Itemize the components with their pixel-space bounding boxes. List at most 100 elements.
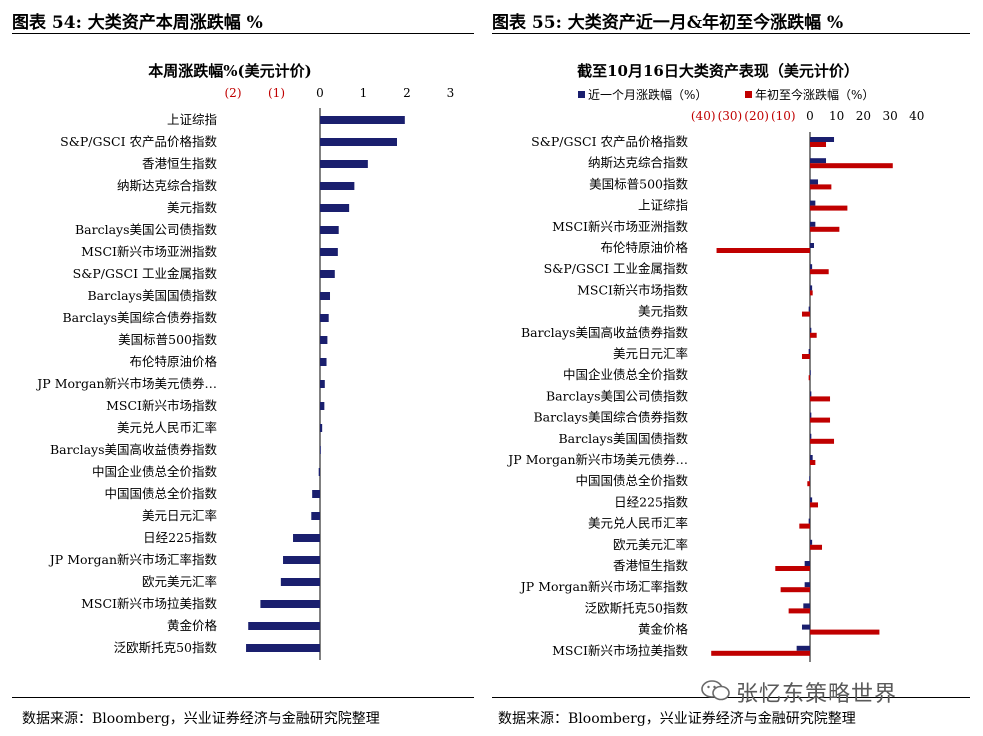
left-bar — [283, 556, 320, 564]
right-bar-month — [810, 285, 813, 291]
right-bar-ytd — [810, 269, 829, 275]
right-bar-ytd — [807, 481, 810, 487]
right-bar-ytd — [810, 332, 817, 338]
right-bar-month — [808, 306, 810, 312]
right-bar-ytd — [775, 566, 810, 571]
left-source-note: 数据来源：Bloomberg，兴业证券经济与金融研究院整理 — [22, 711, 380, 727]
left-bar — [293, 534, 320, 542]
left-category-label: JP Morgan新兴市场美元债券… — [35, 376, 217, 391]
right-category-label: 上证综指 — [638, 198, 688, 213]
left-category-label: 美国标普500指数 — [118, 332, 217, 347]
left-bar — [320, 380, 325, 388]
right-bar-month — [810, 264, 813, 270]
left-bar — [320, 446, 321, 454]
left-header-rule — [12, 33, 474, 34]
left-bar — [320, 226, 339, 234]
right-category-label: 纳斯达克综合指数 — [588, 155, 689, 170]
left-bar — [320, 204, 350, 212]
right-bar-month — [810, 243, 815, 248]
right-xtick-label: 10 — [829, 109, 844, 123]
left-bar — [320, 358, 327, 366]
legend-swatch-month — [578, 91, 585, 98]
right-bar-month — [804, 582, 810, 588]
right-category-label: S&P/GSCI 农产品价格指数 — [531, 134, 688, 149]
left-category-label: 布伦特原油价格 — [129, 354, 217, 369]
right-xtick-label: 40 — [909, 109, 924, 123]
left-category-label: Barclays美国高收益债券指数 — [50, 442, 218, 457]
left-chart-title: 本周涨跌幅%(美元计价) — [148, 62, 311, 80]
right-bar-month — [810, 200, 816, 206]
right-bar-ytd — [788, 608, 810, 614]
right-category-label: 美元指数 — [638, 304, 689, 319]
left-xtick-label: 2 — [403, 86, 411, 100]
right-bar-ytd — [801, 354, 810, 359]
right-xtick-label: 0 — [806, 109, 814, 123]
right-bar-ytd — [810, 460, 816, 465]
right-bar-ytd — [810, 142, 827, 147]
left-category-label: S&P/GSCI 农产品价格指数 — [60, 134, 217, 149]
left-bar — [320, 138, 397, 146]
left-category-label: 美元日元汇率 — [142, 508, 217, 523]
right-bar-month — [804, 561, 810, 566]
left-category-label: 黄金价格 — [167, 618, 218, 633]
left-bar — [320, 402, 325, 410]
left-category-label: Barclays美国国债指数 — [87, 288, 217, 303]
right-category-label: MSCI新兴市场指数 — [577, 282, 688, 297]
right-category-label: MSCI新兴市场亚洲指数 — [552, 219, 688, 234]
left-bar — [320, 314, 329, 322]
right-header-rule — [492, 33, 970, 34]
left-bar — [320, 336, 328, 344]
right-bar-ytd — [810, 502, 819, 508]
right-chart-header: 图表 55: 大类资产近一月&年初至今涨跌幅 % — [492, 13, 844, 33]
right-bar-month — [810, 370, 811, 376]
left-category-label: 美元指数 — [167, 200, 218, 215]
left-footer-rule — [12, 697, 474, 698]
left-category-label: 泛欧斯托克50指数 — [114, 640, 218, 655]
right-xtick-label: (40) — [691, 109, 716, 123]
right-category-label: Barclays美国国债指数 — [558, 431, 688, 446]
left-category-label: 中国国债总全价指数 — [104, 486, 217, 501]
right-bar-month — [810, 137, 835, 142]
right-category-label: JP Morgan新兴市场美元债券… — [506, 452, 688, 467]
right-bar-ytd — [711, 650, 810, 656]
left-category-label: S&P/GSCI 工业金属指数 — [73, 266, 218, 281]
right-bar-month — [810, 455, 813, 460]
right-bar-ytd — [810, 544, 823, 550]
right-bar-month — [810, 391, 812, 397]
left-category-label: MSCI新兴市场亚洲指数 — [81, 244, 217, 259]
right-category-label: 欧元美元汇率 — [613, 537, 688, 552]
left-bar — [311, 512, 320, 520]
right-bar-month — [808, 518, 810, 524]
right-category-label: S&P/GSCI 工业金属指数 — [544, 261, 689, 276]
legend-label-month: 近一个月涨跌幅（%） — [588, 87, 707, 102]
right-category-label: Barclays美国综合债券指数 — [533, 410, 688, 425]
watermark-text: 张忆东策略世界 — [736, 682, 898, 707]
right-category-label: 香港恒生指数 — [613, 558, 689, 573]
left-chart-header: 图表 54: 大类资产本周涨跌幅 % — [12, 13, 263, 33]
left-category-label: JP Morgan新兴市场汇率指数 — [48, 552, 218, 567]
right-category-label: 美国标普500指数 — [589, 176, 688, 191]
legend-label-ytd: 年初至今涨跌幅（%） — [755, 87, 874, 102]
right-bar-month — [810, 179, 819, 185]
right-category-label: 美元兑人民币汇率 — [588, 516, 688, 531]
right-xtick-label: 20 — [856, 109, 871, 123]
right-bar-month — [803, 603, 810, 609]
left-category-label: 纳斯达克综合指数 — [117, 178, 218, 193]
left-bar — [280, 578, 320, 586]
right-bar-month — [810, 539, 813, 545]
left-category-label: 美元兑人民币汇率 — [117, 420, 217, 435]
right-category-label: 布伦特原油价格 — [600, 240, 688, 255]
right-category-label: JP Morgan新兴市场汇率指数 — [519, 579, 689, 594]
right-category-label: Barclays美国公司债指数 — [546, 388, 689, 403]
right-footer-rule — [492, 697, 970, 698]
left-category-label: Barclays美国公司债指数 — [75, 222, 218, 237]
left-bar — [320, 116, 405, 124]
right-xtick-label: 30 — [882, 109, 897, 123]
right-bar-month — [810, 433, 812, 439]
right-category-label: 泛欧斯托克50指数 — [585, 600, 689, 615]
right-xtick-label: (10) — [771, 109, 796, 123]
left-category-label: 日经225指数 — [143, 530, 217, 545]
left-category-label: 香港恒生指数 — [142, 156, 218, 171]
right-bar-month — [801, 624, 810, 630]
